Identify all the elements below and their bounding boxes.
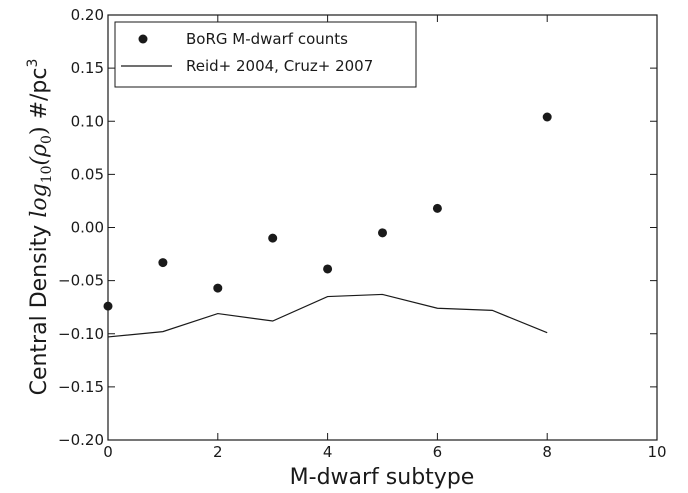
data-point-borg <box>213 283 223 293</box>
series-line-reid-cruz <box>107 293 548 338</box>
y-tick-label: 0.05 <box>71 165 104 183</box>
series-lines <box>107 293 548 338</box>
y-axis-title-math: log <box>27 183 52 217</box>
data-point-borg <box>158 258 168 268</box>
y-tick-label: −0.20 <box>58 431 104 449</box>
y-axis-title-arg-sub: 0 <box>39 135 55 144</box>
y-tick-label: −0.15 <box>58 378 104 396</box>
y-tick-label: 0.00 <box>71 219 104 237</box>
x-tick-label: 4 <box>323 443 333 461</box>
data-point-borg <box>268 233 278 243</box>
axis-ticks: 0 2 4 6 8 10 0.20 0.15 0.10 0.05 0.00 −0.05 −0.10 −0.… <box>58 6 667 461</box>
legend: BoRG M-dwarf counts Reid+ 2004, Cruz+ 20… <box>114 21 417 88</box>
y-axis-title-arg-close: ) <box>27 126 52 135</box>
x-tick-label: 8 <box>542 443 552 461</box>
legend-marker-borg <box>138 34 148 44</box>
y-tick-label: −0.05 <box>58 272 104 290</box>
legend-label-borg: BoRG M-dwarf counts <box>186 30 348 48</box>
y-axis-title: Central Density log10(ρ0) #/pc3 <box>25 59 55 396</box>
y-axis-title-arg: (ρ <box>27 144 52 166</box>
x-tick-label: 6 <box>433 443 443 461</box>
x-tick-label: 2 <box>213 443 223 461</box>
data-point-borg <box>323 264 333 274</box>
data-point-borg <box>103 301 113 311</box>
series-points <box>103 112 552 311</box>
data-point-borg <box>378 228 387 238</box>
y-axis-title-math-sub: 10 <box>39 165 55 183</box>
y-axis-title-unit: #/pc <box>27 68 52 127</box>
y-tick-label: 0.15 <box>71 59 104 77</box>
y-axis-title-unit-sup: 3 <box>25 59 41 68</box>
y-tick-label: 0.10 <box>71 112 104 130</box>
data-point-borg <box>542 112 552 122</box>
y-axis-title-prefix: Central Density <box>27 218 52 396</box>
legend-label-reid: Reid+ 2004, Cruz+ 2007 <box>186 57 373 75</box>
data-point-borg <box>432 203 442 213</box>
y-tick-label: 0.20 <box>71 6 104 24</box>
x-tick-label: 0 <box>103 443 113 461</box>
x-axis-title: M-dwarf subtype <box>290 465 475 490</box>
legend-box <box>114 21 417 88</box>
y-tick-label: −0.10 <box>58 325 104 343</box>
x-tick-label: 10 <box>647 443 666 461</box>
